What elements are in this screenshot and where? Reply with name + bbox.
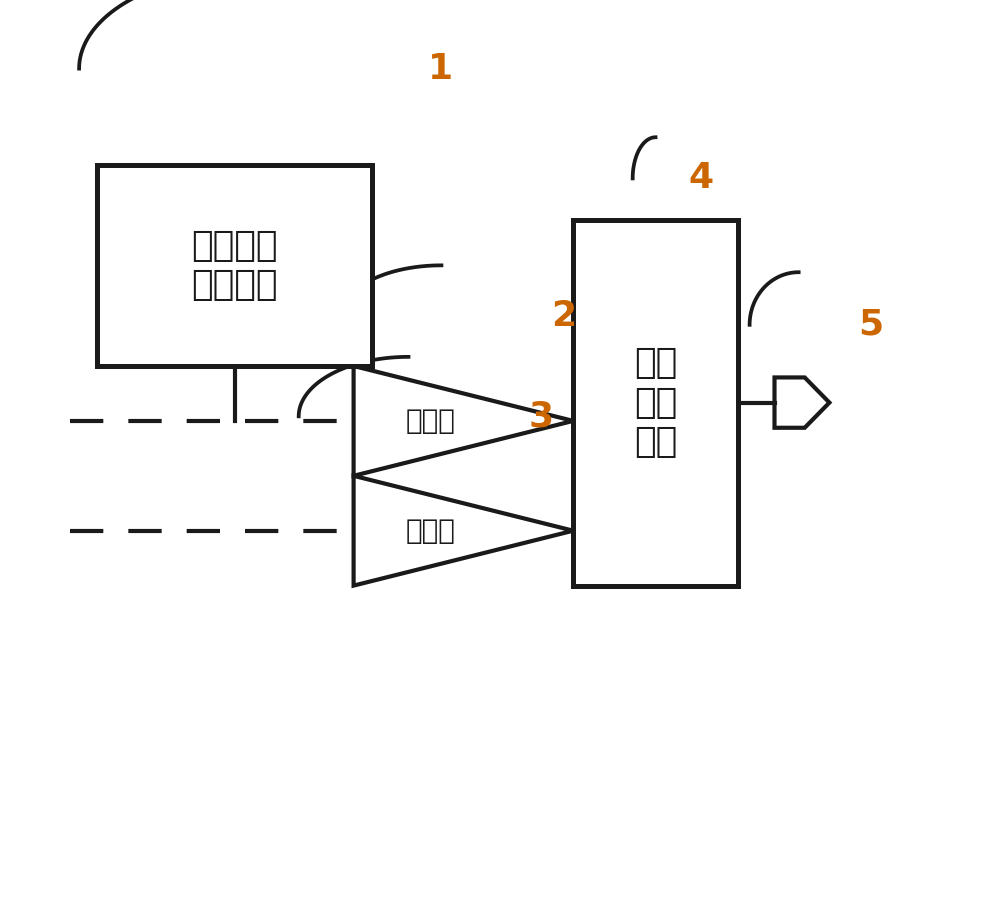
Text: 负载
调制
网络: 负载 调制 网络 — [634, 346, 677, 459]
Text: 3: 3 — [529, 399, 554, 434]
Text: 主功放: 主功放 — [406, 517, 455, 544]
Text: 5: 5 — [858, 307, 883, 342]
Bar — [573, 220, 738, 586]
Text: 2: 2 — [551, 298, 577, 333]
Text: 动态偏置
控制电路: 动态偏置 控制电路 — [191, 229, 278, 302]
Text: 1: 1 — [428, 51, 453, 86]
Text: 辅功放: 辅功放 — [406, 407, 455, 435]
Text: 4: 4 — [689, 161, 714, 196]
Bar — [97, 165, 372, 366]
